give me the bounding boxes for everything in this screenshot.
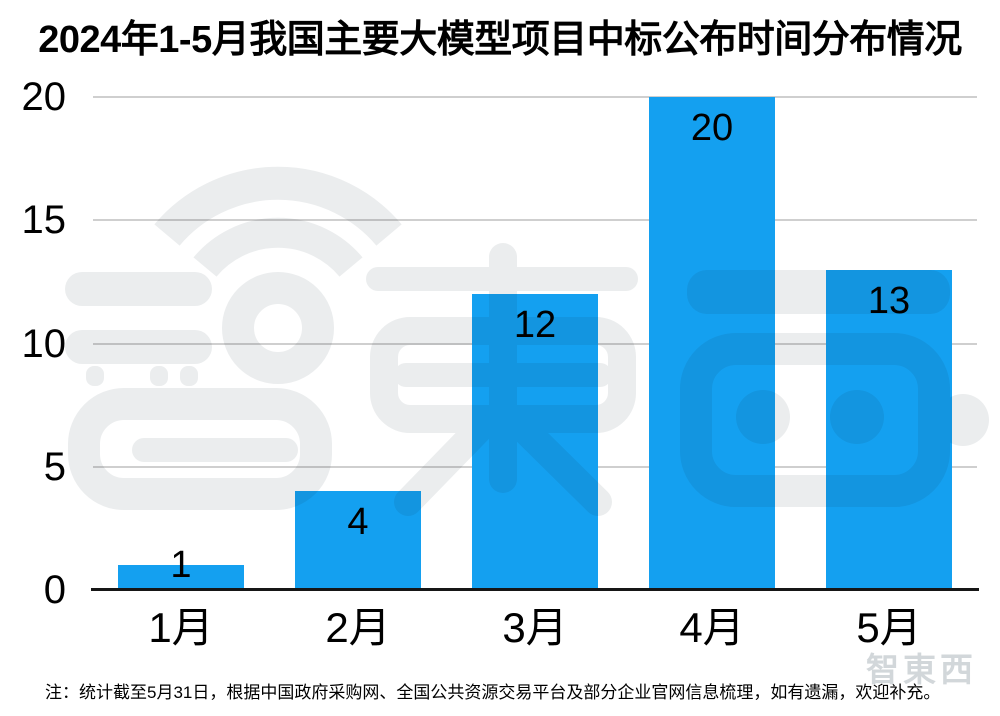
gridline xyxy=(93,96,977,98)
footer-note: 注：统计截至5月31日，根据中国政府采购网、全国公共资源交易平台及部分企业官网信… xyxy=(45,683,941,702)
bar xyxy=(826,270,952,590)
gridline xyxy=(93,219,977,222)
bar xyxy=(118,565,244,590)
chart-title: 2024年1-5月我国主要大模型项目中标公布时间分布情况 xyxy=(38,19,962,61)
bar xyxy=(295,491,421,590)
bar xyxy=(472,294,598,590)
bar xyxy=(649,97,775,590)
corner-logo: 智東西 xyxy=(866,651,977,688)
